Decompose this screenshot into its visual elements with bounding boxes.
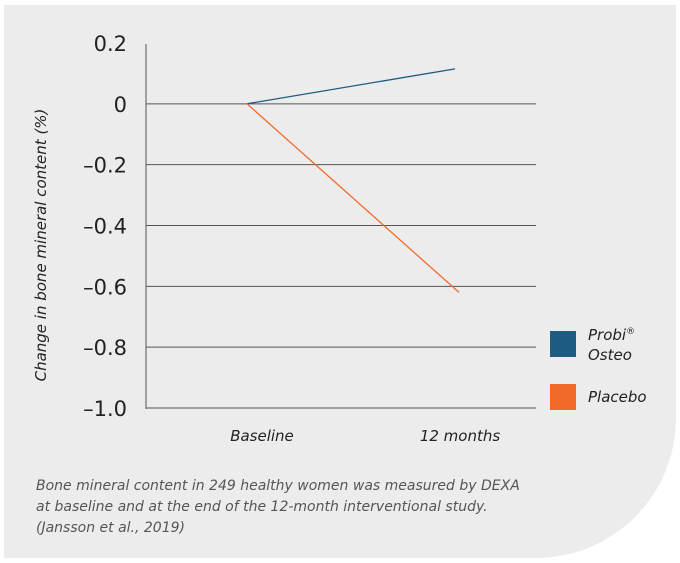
series-line-probi-osteo: [246, 68, 456, 105]
legend-label-probi-osteo: Probi® Osteo: [588, 326, 636, 364]
chart-card: [4, 5, 676, 558]
legend-item-probi-osteo: Probi® Osteo: [550, 322, 635, 365]
series-line-placebo: [246, 103, 460, 293]
x-category-labels: Baseline 12 months: [230, 427, 500, 445]
y-tick-label: 0.2: [94, 32, 127, 56]
y-tick-label: –0.2: [83, 154, 127, 178]
legend-swatch-placebo: [550, 384, 576, 410]
y-tick-label: –1.0: [83, 397, 127, 421]
y-tick-labels: 0.2 0 –0.2 –0.4 –0.6 –0.8 –1.0: [83, 32, 127, 421]
figure-caption: Bone mineral content in 249 healthy wome…: [36, 478, 520, 536]
x-category-label: 12 months: [420, 427, 501, 445]
y-tick-label: –0.6: [83, 275, 127, 299]
legend-swatch-probi-osteo: [550, 330, 576, 357]
legend-item-placebo: Placebo: [550, 384, 647, 410]
x-category-label: Baseline: [230, 427, 294, 445]
legend-label-placebo: Placebo: [588, 388, 647, 406]
y-axis-label: Change in bone mineral content (%): [32, 109, 50, 382]
gridlines: [146, 103, 536, 409]
y-tick-label: 0: [114, 93, 127, 117]
series-lines: [246, 68, 460, 293]
y-tick-label: –0.8: [83, 336, 127, 360]
y-tick-label: –0.4: [83, 215, 127, 239]
